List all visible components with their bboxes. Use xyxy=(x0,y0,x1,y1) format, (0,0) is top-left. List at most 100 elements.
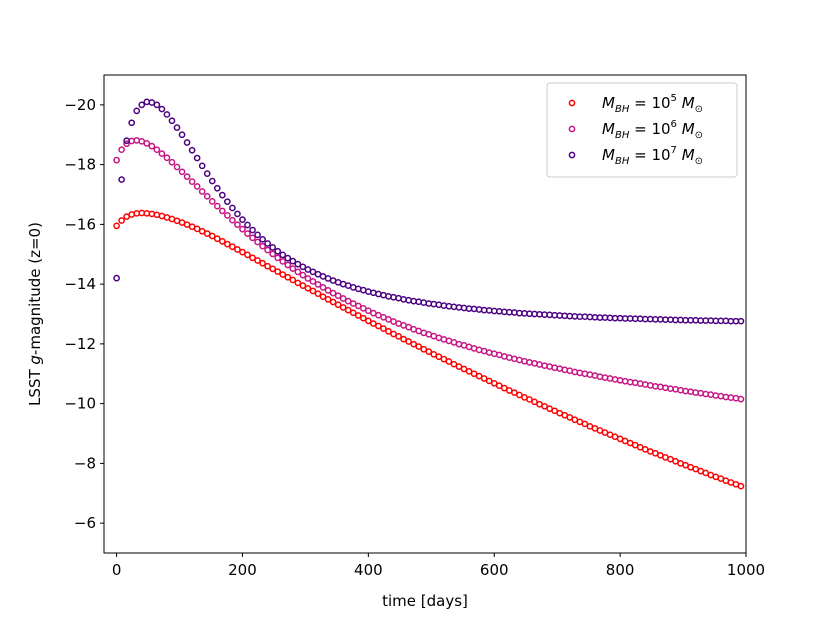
series-1-point xyxy=(385,327,392,335)
series-1-point xyxy=(551,407,559,415)
series-1-point xyxy=(198,227,206,235)
series-1-point xyxy=(193,225,201,233)
series-3-point xyxy=(244,221,251,229)
series-3-point xyxy=(213,184,221,192)
series-1-point xyxy=(425,348,433,355)
series-2-point xyxy=(279,258,287,265)
series-1-point xyxy=(460,365,468,373)
y-axis-label-prefix: LSST xyxy=(26,365,44,406)
series-3-point xyxy=(218,191,226,199)
series-1-point xyxy=(339,304,347,311)
series-3-point xyxy=(269,244,277,251)
series-2-point xyxy=(158,150,166,157)
series-3-point xyxy=(203,170,211,177)
series-1-point xyxy=(314,290,322,298)
series-2-point xyxy=(203,192,211,200)
y-axis-label-variable: g xyxy=(26,355,44,365)
series-1-point xyxy=(566,414,574,421)
series-1-point xyxy=(274,268,282,275)
series-1-point xyxy=(284,273,292,281)
series-3-point xyxy=(208,177,216,185)
series-2-point xyxy=(178,168,186,176)
series-3-point xyxy=(284,254,292,262)
series-1-point xyxy=(324,296,332,303)
series-3-point xyxy=(168,117,176,125)
series-1-point xyxy=(516,391,523,399)
series-2-point xyxy=(188,178,196,185)
series-2-point xyxy=(319,284,327,291)
series-1-point xyxy=(319,293,327,301)
legend-entry: MBH = 105 M⊙ xyxy=(602,93,703,115)
x-tick-label: 0 xyxy=(112,561,122,579)
series-3-point xyxy=(249,226,256,234)
x-tick-label: 200 xyxy=(228,561,257,579)
series-3-point xyxy=(198,162,206,170)
series-3-point xyxy=(289,257,297,265)
legend-marker xyxy=(568,151,576,159)
series-1-point xyxy=(435,353,443,361)
y-axis-label-suffix: -magnitude (z=0) xyxy=(26,222,44,355)
series-3-point xyxy=(294,260,302,268)
series-2-point xyxy=(183,173,191,180)
x-tick-label: 800 xyxy=(606,561,635,579)
y-tick-label: −8 xyxy=(74,454,96,472)
legend-entry: MBH = 107 M⊙ xyxy=(602,145,703,167)
series-2-point xyxy=(344,297,352,305)
series-2-point xyxy=(339,295,347,302)
series-2-point xyxy=(168,158,176,166)
legend-box xyxy=(546,82,738,178)
series-2-point xyxy=(294,268,302,276)
series-1-point xyxy=(254,257,261,264)
series-3-point xyxy=(274,247,282,255)
series-2-point xyxy=(239,225,246,233)
y-axis-label: LSST g-magnitude (z=0) xyxy=(26,222,44,406)
series-3-point xyxy=(259,235,266,243)
series-2-point xyxy=(218,207,226,215)
series-3-point xyxy=(193,154,201,162)
series-2-point xyxy=(304,275,312,282)
series-2-point xyxy=(118,146,125,154)
series-1-point xyxy=(118,217,125,224)
legend-entry: MBH = 106 M⊙ xyxy=(602,119,703,141)
series-3-point xyxy=(229,204,236,212)
series-2-point xyxy=(224,212,231,219)
series-1-point xyxy=(455,363,463,370)
series-2-point xyxy=(329,289,337,297)
series-3-point xyxy=(148,99,156,106)
x-tick-label: 600 xyxy=(480,561,509,579)
y-tick-label: −6 xyxy=(74,514,96,532)
y-tick-label: −18 xyxy=(64,156,96,174)
plot-area xyxy=(103,74,747,554)
series-1-point xyxy=(405,338,412,345)
series-2-point xyxy=(208,198,216,205)
series-3-point xyxy=(254,231,261,239)
series-3-point xyxy=(128,119,136,127)
series-1-point xyxy=(264,262,271,270)
series-1-point xyxy=(410,340,418,348)
series-2-point xyxy=(284,261,292,269)
series-1-point xyxy=(526,396,533,403)
plot-frame xyxy=(103,74,747,554)
series-3-point xyxy=(239,216,246,223)
series-3-point xyxy=(737,317,745,325)
series-3 xyxy=(113,98,745,325)
series-2 xyxy=(113,137,745,403)
x-tick-label: 400 xyxy=(354,561,383,579)
series-1-point xyxy=(269,265,277,273)
series-3-point xyxy=(188,146,196,154)
series-1-point xyxy=(395,333,402,340)
series-1-point xyxy=(531,398,538,406)
series-3-point xyxy=(279,251,287,259)
series-1-point xyxy=(213,235,221,243)
series-1-point xyxy=(475,372,483,380)
series-2-point xyxy=(254,238,261,246)
series-1-point xyxy=(113,222,120,230)
series-2-point xyxy=(365,307,372,315)
series-1-point xyxy=(309,287,317,295)
series-1-point xyxy=(344,306,352,314)
series-1-point xyxy=(375,322,382,330)
series-1-point xyxy=(329,298,337,306)
series-1-point xyxy=(480,375,488,382)
series-1-point xyxy=(294,279,302,287)
